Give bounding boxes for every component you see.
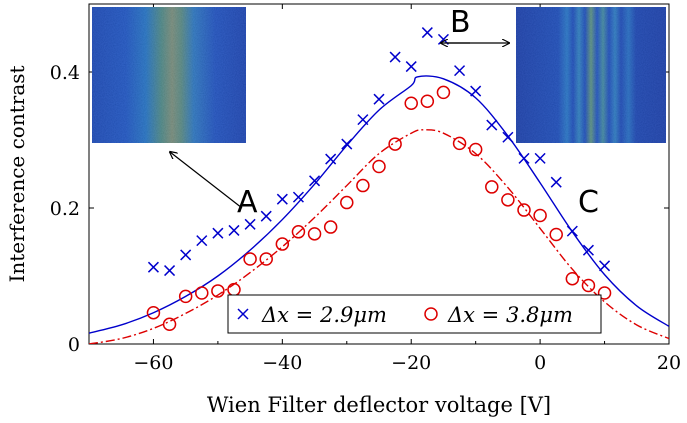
point-o (597, 286, 612, 300)
legend-box (227, 294, 602, 334)
point-o (436, 85, 451, 100)
point-x (228, 224, 240, 236)
point-o (291, 225, 306, 239)
point-o (356, 178, 370, 193)
point-x (534, 152, 546, 164)
point-o (581, 278, 596, 293)
legend-marker-x (237, 308, 249, 320)
inset-image-a (92, 7, 246, 143)
point-o (485, 180, 499, 194)
point-x (196, 235, 208, 247)
annotation-a: A (237, 185, 258, 220)
point-o (565, 271, 580, 286)
y-axis-label: Interference contrast (5, 65, 29, 282)
annotation-b: B (450, 5, 471, 40)
point-x (421, 27, 433, 39)
legend-label-series-1: Δx = 2.9μm (261, 303, 387, 327)
point-x (357, 114, 369, 126)
point-x (292, 191, 304, 203)
y-tick-label: 0.2 (50, 198, 80, 220)
point-o (307, 227, 322, 241)
point-x (164, 265, 176, 277)
point-x (470, 85, 482, 97)
x-tick-label: 20 (657, 352, 681, 374)
x-tick-label: −60 (133, 352, 173, 374)
inset-image-b (516, 7, 666, 143)
point-x (373, 93, 385, 105)
plot-frame (88, 3, 670, 345)
legend-label-series-2: Δx = 3.8μm (447, 303, 573, 327)
legend: Δx = 2.9μm Δx = 3.8μm (227, 294, 602, 334)
x-tick-label: −20 (391, 352, 431, 374)
point-o (468, 142, 483, 157)
point-x (325, 153, 337, 165)
point-o (549, 227, 563, 242)
point-o (162, 317, 177, 332)
point-x (486, 119, 498, 131)
point-o (501, 193, 515, 207)
x-axis-label: Wien Filter deflector voltage [V] (207, 393, 551, 417)
point-x (550, 176, 562, 188)
legend-marker-o (424, 307, 438, 321)
point-o (323, 220, 338, 234)
fit-curve-3 (89, 129, 669, 344)
point-x (147, 261, 159, 273)
point-o (517, 203, 531, 217)
point-x (518, 152, 530, 164)
y-tick-label: 0 (68, 334, 80, 356)
point-x (582, 244, 594, 256)
point-x (260, 210, 272, 222)
annotation-c: C (578, 185, 599, 220)
point-o (178, 289, 193, 304)
point-x (309, 175, 321, 187)
point-x (454, 65, 466, 77)
point-x (405, 61, 417, 73)
point-x (180, 249, 192, 261)
point-x (244, 218, 256, 230)
point-x (566, 225, 578, 237)
point-o (243, 252, 257, 266)
point-x (502, 131, 514, 143)
point-o (452, 136, 467, 151)
point-x (389, 51, 401, 63)
point-o (388, 137, 402, 151)
x-tick-label: −40 (262, 352, 302, 374)
point-x (276, 193, 288, 205)
point-o (211, 284, 225, 298)
point-o (533, 208, 547, 223)
point-o (195, 286, 209, 300)
point-x (212, 227, 224, 239)
point-o (275, 237, 290, 251)
axis-ticks: −60 −40 −20 0 20 0 0.2 0.4 (50, 4, 681, 374)
point-x (341, 138, 353, 150)
point-o (340, 195, 354, 210)
point-o (404, 96, 418, 111)
point-o (372, 159, 386, 174)
x-tick-label: 0 (534, 352, 546, 374)
y-tick-label: 0.4 (50, 62, 80, 84)
point-o (259, 252, 273, 266)
point-o (146, 305, 161, 320)
arrow-a (170, 152, 243, 209)
point-o (420, 94, 435, 108)
point-o (227, 282, 241, 297)
point-x (599, 260, 611, 272)
